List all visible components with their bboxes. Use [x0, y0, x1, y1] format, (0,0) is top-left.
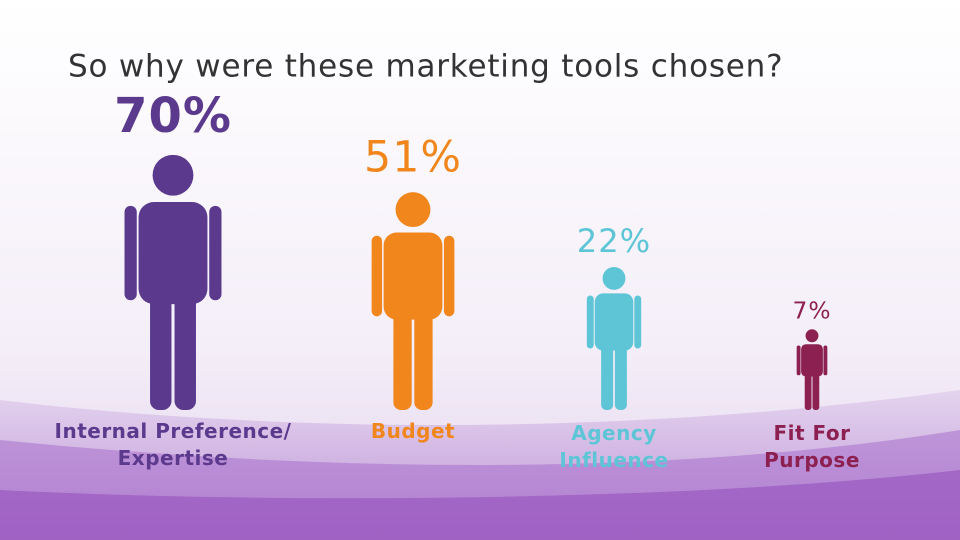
figure-part	[812, 369, 820, 410]
category-label: Agency Influence	[559, 421, 669, 472]
figure-part	[138, 202, 208, 305]
figure-head	[152, 154, 194, 196]
value-label: 7%	[792, 296, 831, 324]
figure-part	[586, 295, 594, 349]
figure-part	[393, 301, 412, 410]
chart-title: So why were these marketing tools chosen…	[68, 49, 783, 85]
wave	[0, 470, 960, 540]
figure-head	[395, 192, 431, 228]
value-label: 70%	[114, 88, 232, 144]
person-figure	[796, 329, 828, 410]
figure-part	[209, 205, 222, 301]
figure-part	[594, 293, 634, 351]
figure-part	[414, 301, 433, 410]
person-figure	[586, 266, 642, 410]
person-figure	[371, 192, 455, 410]
figure-head	[602, 266, 626, 290]
figure-part	[823, 345, 828, 376]
value-label: 22%	[577, 222, 651, 260]
figure-part	[796, 345, 801, 376]
figure-part	[124, 205, 137, 301]
figure-part	[383, 232, 443, 320]
figure-part	[801, 344, 823, 377]
figure-part	[371, 235, 383, 317]
category-label: Internal Preference/ Expertise	[54, 419, 292, 470]
figure-part	[174, 282, 196, 410]
figure-head	[805, 329, 819, 343]
category-label: Fit For Purpose	[764, 421, 860, 472]
figure-part	[601, 338, 614, 410]
person-figure	[124, 154, 222, 410]
figure-part	[614, 338, 627, 410]
figure-part	[150, 282, 172, 410]
value-label: 51%	[364, 133, 462, 183]
figure-part	[634, 295, 642, 349]
category-label: Budget	[370, 419, 456, 443]
figure-part	[804, 369, 812, 410]
figure-part	[443, 235, 455, 317]
